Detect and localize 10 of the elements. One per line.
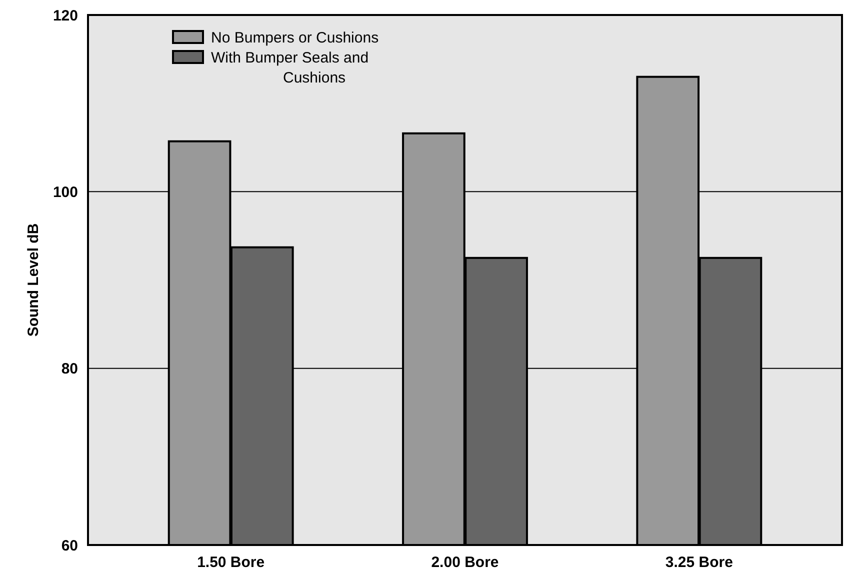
x-tick-label: 2.00 Bore <box>431 554 499 571</box>
y-tick-label: 80 <box>61 360 78 378</box>
y-tick-label: 60 <box>61 537 78 554</box>
y-tick-label: 100 <box>52 184 78 201</box>
legend-label: With Bumper Seals and Cushions <box>211 49 369 86</box>
legend-label: No Bumpers or Cushions <box>211 29 379 46</box>
x-tick-label: 1.50 Bore <box>197 554 265 571</box>
x-tick-label: 3.25 Bore <box>665 554 733 571</box>
y-tick-label: 120 <box>52 7 78 24</box>
y-axis-title: Sound Level dB <box>25 223 42 337</box>
